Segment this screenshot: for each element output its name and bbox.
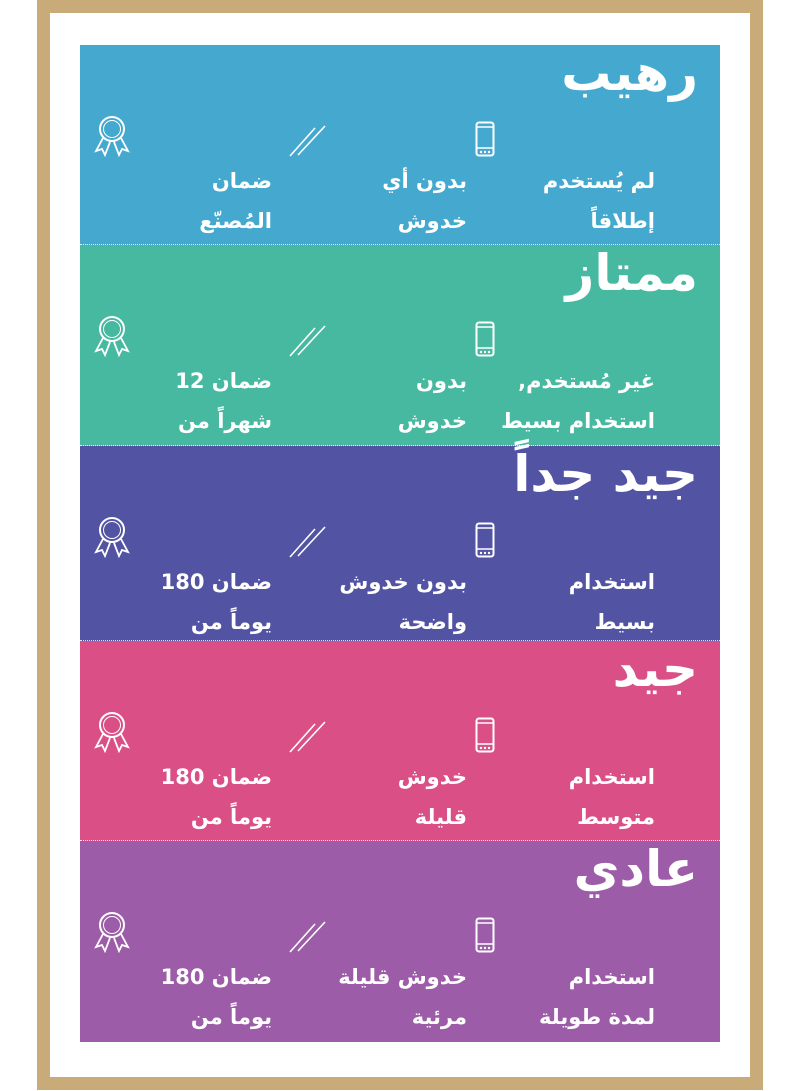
smartphone-icon xyxy=(475,913,655,953)
scratches-column: بدون أي خدوش xyxy=(287,117,467,241)
grade-title: عادي xyxy=(573,840,699,898)
grade-band: جيد استخدام متوسط خدوش قليلة ضمان 180 يوماً… xyxy=(80,640,720,841)
usage-column: استخدام لمدة طويلة xyxy=(475,913,655,1037)
award-ribbon-icon xyxy=(92,316,272,357)
grade-title: ممتاز xyxy=(565,244,699,302)
smartphone-icon xyxy=(475,117,655,157)
warranty-text: ضمان المُصنّع xyxy=(199,169,272,233)
warranty-column: ضمان 180 يوماً من xyxy=(92,712,272,837)
grade-band: جيد جداً استخدام بسيط بدون خدوش واضحة ضمان… xyxy=(80,445,720,642)
warranty-text: ضمان 180 يوماً من xyxy=(160,765,272,829)
grade-band: رهيب لم يُستخدم إطلاقاً بدون أي خدوش ضمان ا… xyxy=(80,44,720,245)
usage-column: غير مُستخدم, استخدام بسيط xyxy=(475,317,655,441)
scratch-lines-icon xyxy=(287,913,467,953)
warranty-column: ضمان المُصنّع xyxy=(92,116,272,241)
scratches-column: بدون خدوش واضحة xyxy=(287,518,467,642)
usage-text: استخدام لمدة طويلة xyxy=(539,965,655,1029)
scratches-column: بدون خدوش xyxy=(287,317,467,441)
award-ribbon-icon xyxy=(92,912,272,953)
scratch-lines-icon xyxy=(287,117,467,157)
scratches-text: خدوش قليلة xyxy=(397,765,467,829)
warranty-column: ضمان 180 يوماً من xyxy=(92,912,272,1037)
scratch-lines-icon xyxy=(287,317,467,357)
scratches-column: خدوش قليلة مرئية xyxy=(287,913,467,1037)
scratches-text: بدون خدوش xyxy=(397,369,467,433)
smartphone-icon xyxy=(475,713,655,753)
warranty-text: ضمان 180 يوماً من xyxy=(160,965,272,1029)
scratches-text: بدون خدوش واضحة xyxy=(339,570,467,634)
warranty-column: ضمان 180 يوماً من xyxy=(92,517,272,642)
scratches-column: خدوش قليلة xyxy=(287,713,467,837)
grade-band: ممتاز غير مُستخدم, استخدام بسيط بدون خدوش … xyxy=(80,244,720,446)
smartphone-icon xyxy=(475,518,655,558)
grade-title: جيد xyxy=(612,640,699,698)
usage-column: استخدام بسيط xyxy=(475,518,655,642)
usage-text: لم يُستخدم إطلاقاً xyxy=(542,169,655,233)
scratches-text: خدوش قليلة مرئية xyxy=(338,965,467,1029)
usage-column: استخدام متوسط xyxy=(475,713,655,837)
usage-text: غير مُستخدم, استخدام بسيط xyxy=(501,369,655,433)
usage-text: استخدام بسيط xyxy=(568,570,655,634)
scratch-lines-icon xyxy=(287,518,467,558)
grade-title: رهيب xyxy=(561,44,699,102)
warranty-text: ضمان 180 يوماً من xyxy=(160,570,272,634)
warranty-column: ضمان 12 شهراً من xyxy=(92,316,272,441)
grade-band: عادي استخدام لمدة طويلة خدوش قليلة مرئية ض… xyxy=(80,840,720,1042)
award-ribbon-icon xyxy=(92,517,272,558)
smartphone-icon xyxy=(475,317,655,357)
award-ribbon-icon xyxy=(92,712,272,753)
grades-panel: رهيب لم يُستخدم إطلاقاً بدون أي خدوش ضمان ا… xyxy=(80,44,720,1042)
grade-title: جيد جداً xyxy=(513,445,699,503)
scratch-lines-icon xyxy=(287,713,467,753)
award-ribbon-icon xyxy=(92,116,272,157)
usage-text: استخدام متوسط xyxy=(568,765,655,829)
usage-column: لم يُستخدم إطلاقاً xyxy=(475,117,655,241)
scratches-text: بدون أي خدوش xyxy=(382,169,467,233)
warranty-text: ضمان 12 شهراً من xyxy=(175,369,272,433)
